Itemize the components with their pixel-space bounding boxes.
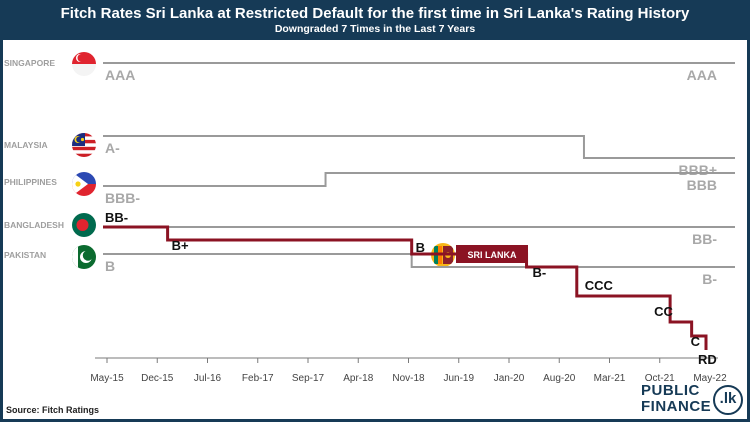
header-banner: Fitch Rates Sri Lanka at Restricted Defa… (0, 0, 750, 40)
sri-lanka-tag (456, 245, 528, 263)
logo-badge: .lk (713, 385, 743, 415)
x-tick-label: May-15 (90, 373, 124, 384)
chart-subtitle: Downgraded 7 Times in the Last 7 Years (274, 23, 476, 35)
sri-lanka-tag-label: SRI LANKA (468, 250, 517, 260)
x-tick-label: May-22 (693, 373, 727, 384)
country-label-pakistan: PAKISTAN (4, 250, 46, 260)
bangladesh-flag-icon (72, 213, 96, 237)
sri-lanka-rating-label: B- (533, 265, 547, 280)
end-rating-label: AAA (687, 67, 717, 83)
start-rating-label: AAA (105, 67, 135, 83)
x-tick-label: Oct-21 (645, 373, 675, 384)
malaysia-flag-icon (72, 133, 96, 157)
x-tick-label: Sep-17 (292, 373, 325, 384)
x-tick-label: Jul-16 (194, 373, 222, 384)
country-label-bangladesh: BANGLADESH (4, 220, 64, 230)
start-rating-label: BBB- (105, 190, 140, 206)
plot-area: May-15 Dec-15 Jul-16 Feb-17 Sep-17 Apr-18 Nov-… (4, 58, 735, 384)
sri-lanka-rating-label: B+ (172, 238, 189, 253)
end-rating-label: B- (702, 271, 717, 287)
x-tick-label: Nov-18 (392, 373, 425, 384)
series-line-pakistan (103, 253, 735, 268)
sri-lanka-rating-label: CCC (585, 278, 614, 293)
x-tick-label: Jun-19 (443, 373, 474, 384)
singapore-flag-icon (72, 52, 96, 76)
chart-title: Fitch Rates Sri Lanka at Restricted Defa… (60, 5, 690, 22)
source-note: Source: Fitch Ratings (6, 405, 100, 415)
philippines-flag-icon (72, 172, 96, 196)
sri-lanka-rating-label: B (416, 240, 425, 255)
publicfinance-logo: PUBLIC FINANCE .lk (641, 383, 747, 419)
x-tick-label: Jan-20 (494, 373, 525, 384)
end-rating-label: BBB (687, 177, 717, 193)
sri-lanka-rating-label: BB- (105, 210, 128, 225)
x-tick-label: Mar-21 (594, 373, 626, 384)
logo-line-1: PUBLIC (641, 382, 700, 399)
pakistan-flag-icon (72, 245, 96, 269)
series-line-philippines (103, 172, 735, 187)
sri-lanka-rating-label: RD (698, 352, 717, 367)
country-label-philippines: PHILIPPINES (4, 177, 57, 187)
country-label-singapore: SINGAPORE (4, 58, 55, 68)
x-tick-label: Apr-18 (343, 373, 373, 384)
x-tick-label: Feb-17 (242, 373, 274, 384)
end-rating-label: BB- (692, 231, 717, 247)
start-rating-label: A- (105, 140, 120, 156)
start-rating-label: B (105, 258, 115, 274)
x-tick-label: Aug-20 (543, 373, 576, 384)
end-rating-label: BBB+ (678, 162, 717, 178)
sri-lanka-rating-label: CC (654, 304, 673, 319)
country-label-malaysia: MALAYSIA (4, 140, 48, 150)
x-tick-label: Dec-15 (141, 373, 174, 384)
series-line-malaysia (103, 135, 735, 159)
logo-line-2: FINANCE (641, 398, 712, 415)
series-line-sri-lanka (103, 225, 708, 350)
sri-lanka-rating-label: C (691, 334, 701, 349)
